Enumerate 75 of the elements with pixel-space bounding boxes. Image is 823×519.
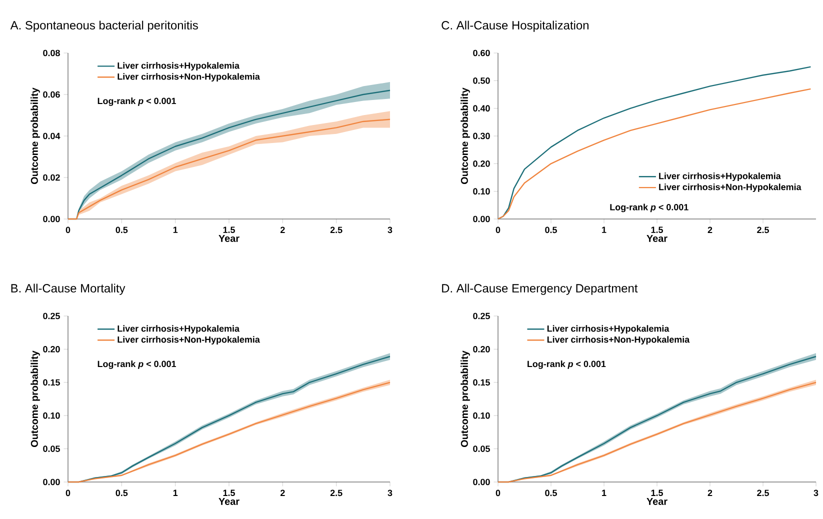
- x-tick-label: 1.5: [223, 490, 235, 496]
- y-tick-label: 0.00: [43, 478, 60, 486]
- legend-label: Liver cirrhosis+Non-Hypokalemia: [659, 184, 802, 192]
- annotation: Log-rank p < 0.001: [98, 360, 176, 369]
- y-tick-label: 0.10: [473, 412, 490, 419]
- x-tick-label: 2.5: [757, 490, 769, 496]
- x-tick-label: 0.5: [545, 226, 557, 234]
- legend-label: Liver cirrhosis+Hypokalemia: [547, 325, 670, 334]
- chart-title: C. All-Cause Hospitalization: [442, 20, 588, 32]
- x-tick-label: 0: [66, 226, 70, 234]
- y-tick-label: 0.10: [473, 188, 490, 195]
- y-tick-label: 0.25: [43, 312, 60, 320]
- x-tick-label: 0: [496, 226, 500, 234]
- x-tick-label: 2: [708, 226, 712, 234]
- y-axis-title: Outcome probability: [460, 350, 470, 448]
- y-tick-label: 0.15: [43, 379, 60, 386]
- x-tick-label: 0: [66, 490, 70, 496]
- y-tick-label: 0.25: [473, 312, 490, 320]
- legend-label: Liver cirrhosis+Non-Hypokalemia: [547, 336, 690, 344]
- x-tick-label: 1.5: [223, 226, 235, 234]
- x-tick-label: 2: [280, 490, 285, 496]
- y-tick-label: 0.00: [43, 216, 60, 222]
- chart-title: A. Spontaneous bacterial peritonitis: [10, 20, 198, 32]
- x-tick-label: 2.5: [330, 226, 342, 234]
- x-tick-label: 1: [602, 226, 606, 233]
- legend-label: Liver cirrhosis+Hypokalemia: [659, 172, 781, 181]
- x-axis-title: Year: [218, 498, 240, 505]
- y-tick-label: 0.04: [43, 132, 60, 140]
- x-tick-label: 1: [602, 490, 606, 496]
- y-tick-label: 0.06: [43, 91, 60, 98]
- y-tick-label: 0.50: [473, 77, 490, 84]
- x-tick-label: 2: [708, 490, 712, 496]
- legend-label: Liver cirrhosis+Non-Hypokalemia: [118, 336, 260, 344]
- y-tick-label: 0.60: [473, 50, 490, 56]
- x-tick-label: 2.5: [757, 226, 769, 234]
- y-tick-label: 0.05: [43, 446, 60, 452]
- x-tick-label: 2: [280, 226, 285, 234]
- legend-label: Liver cirrhosis+Hypokalemia: [118, 62, 240, 71]
- x-tick-label: 3: [388, 490, 392, 496]
- x-tick-label: 0.5: [545, 490, 557, 496]
- x-tick-label: 3: [814, 490, 818, 496]
- x-axis-title: Year: [218, 234, 240, 242]
- y-tick-label: 0.20: [43, 346, 60, 352]
- legend-label: Liver cirrhosis+Non-Hypokalemia: [118, 73, 260, 82]
- y-tick-label: 0.20: [473, 346, 490, 352]
- y-tick-label: 0.00: [473, 478, 490, 486]
- x-tick-label: 0: [496, 490, 500, 496]
- y-axis-title: Outcome probability: [460, 88, 470, 184]
- y-tick-label: 0.40: [473, 105, 490, 112]
- x-tick-label: 1: [173, 490, 178, 496]
- annotation: Log-rank p < 0.001: [610, 204, 688, 212]
- x-axis-title: Year: [646, 234, 668, 242]
- annotation: Log-rank p < 0.001: [528, 360, 606, 369]
- y-axis-title: Outcome probability: [30, 350, 40, 448]
- x-tick-label: 0.5: [116, 490, 128, 496]
- chart-title: D. All-Cause Emergency Department: [442, 284, 638, 295]
- legend-label: Liver cirrhosis+Hypokalemia: [118, 325, 240, 334]
- y-tick-label: 0.05: [473, 446, 490, 452]
- y-tick-label: 0.15: [473, 379, 490, 386]
- y-tick-label: 0.10: [43, 412, 60, 419]
- x-tick-label: 2.5: [330, 490, 342, 496]
- x-tick-label: 1.5: [651, 490, 663, 496]
- y-tick-label: 0.02: [43, 174, 60, 181]
- x-axis-title: Year: [646, 498, 668, 505]
- y-tick-label: 0.30: [473, 132, 490, 140]
- y-tick-label: 0.20: [473, 160, 490, 167]
- annotation: Log-rank p < 0.001: [98, 98, 176, 106]
- x-tick-label: 0.5: [116, 226, 128, 234]
- x-tick-label: 1: [173, 226, 178, 233]
- y-tick-label: 0.08: [43, 50, 60, 56]
- y-tick-label: 0.00: [473, 216, 490, 222]
- y-axis-title: Outcome probability: [30, 88, 40, 184]
- x-tick-label: 3: [388, 226, 392, 234]
- chart-title: B. All-Cause Mortality: [11, 284, 126, 295]
- x-tick-label: 1.5: [651, 226, 663, 234]
